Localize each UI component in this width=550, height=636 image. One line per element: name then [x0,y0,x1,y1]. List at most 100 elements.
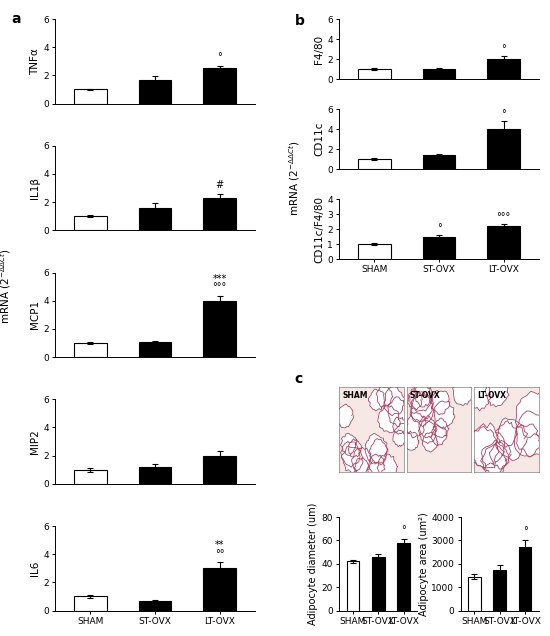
Bar [74,597,107,611]
Polygon shape [342,446,363,474]
Bar [204,68,235,104]
Polygon shape [482,444,507,474]
Polygon shape [453,379,473,406]
Polygon shape [378,406,400,433]
Text: °°°: °°° [497,212,510,222]
Bar [423,69,455,79]
Y-axis label: Adipocyte area (um²): Adipocyte area (um²) [419,512,428,616]
Polygon shape [335,404,354,428]
Text: SHAM: SHAM [342,391,368,400]
Polygon shape [393,430,405,447]
Text: °°°: °°° [212,282,227,293]
Y-axis label: F4/80: F4/80 [314,34,324,64]
Y-axis label: CD11c: CD11c [314,122,324,156]
Polygon shape [419,420,437,443]
Polygon shape [431,391,450,415]
Bar [74,90,107,104]
Polygon shape [514,424,540,457]
Text: mRNA (2$^{-\Delta\Delta Ct}$): mRNA (2$^{-\Delta\Delta Ct}$) [287,141,301,216]
Polygon shape [365,433,387,464]
Bar [359,159,390,169]
Polygon shape [410,394,435,427]
Text: #: # [216,181,224,190]
Polygon shape [485,378,509,407]
Text: °: ° [401,525,406,536]
Polygon shape [422,432,438,452]
Polygon shape [419,416,436,438]
Bar [519,548,531,611]
Polygon shape [469,427,499,469]
Y-axis label: MCP1: MCP1 [30,300,40,329]
Bar [423,155,455,169]
Bar [359,244,390,259]
Text: °: ° [437,223,441,233]
Polygon shape [340,433,357,455]
Y-axis label: IL1β: IL1β [30,177,40,199]
Polygon shape [368,389,386,411]
Text: °: ° [522,526,527,536]
Polygon shape [467,378,491,411]
Text: c: c [294,372,302,386]
Y-axis label: MIP2: MIP2 [30,429,40,454]
Text: °: ° [501,44,506,53]
Polygon shape [433,401,455,429]
Y-axis label: Adipocyte diameter (um): Adipocyte diameter (um) [309,502,318,625]
Polygon shape [414,382,433,407]
Bar [204,455,235,484]
Polygon shape [431,425,447,446]
Text: ST-OVX: ST-OVX [410,391,441,400]
Y-axis label: IL6: IL6 [30,560,40,576]
Polygon shape [516,411,549,457]
Bar [423,237,455,259]
Bar [359,69,390,79]
Text: b: b [295,14,305,28]
Polygon shape [411,392,432,422]
Y-axis label: TNFα: TNFα [30,48,40,74]
Polygon shape [393,417,405,434]
Polygon shape [384,386,405,416]
Polygon shape [497,420,517,447]
Polygon shape [340,441,360,467]
Text: °: ° [501,109,506,119]
Bar [74,216,107,230]
Bar [139,80,171,104]
Bar [204,198,235,230]
Polygon shape [369,454,385,476]
Bar [487,129,520,169]
Bar [204,301,235,357]
Polygon shape [354,458,368,476]
Text: LT-OVX: LT-OVX [477,391,507,400]
Bar [372,556,384,611]
Polygon shape [481,440,509,477]
Bar [487,59,520,79]
Polygon shape [433,418,449,438]
Polygon shape [376,386,393,408]
Text: **: ** [214,540,224,550]
Polygon shape [515,391,550,438]
Polygon shape [351,447,373,474]
Bar [397,543,410,611]
Bar [139,602,171,611]
Text: °: ° [217,52,222,62]
Y-axis label: CD11c/F4/80: CD11c/F4/80 [314,195,324,263]
Bar [139,467,171,484]
Polygon shape [495,418,527,460]
Polygon shape [348,439,361,457]
Bar [74,343,107,357]
Polygon shape [490,440,511,469]
Bar [346,562,359,611]
Polygon shape [369,439,388,465]
Bar [139,208,171,230]
Polygon shape [409,383,432,411]
Polygon shape [377,453,398,480]
Bar [74,470,107,484]
Text: °°: °° [214,549,224,558]
Text: mRNA (2$^{-\Delta\Delta Ct}$): mRNA (2$^{-\Delta\Delta Ct}$) [0,249,13,324]
Polygon shape [408,390,422,410]
Bar [468,577,481,611]
Text: a: a [11,12,20,26]
Polygon shape [404,431,419,450]
Polygon shape [469,423,505,468]
Bar [139,342,171,357]
Bar [493,570,506,611]
